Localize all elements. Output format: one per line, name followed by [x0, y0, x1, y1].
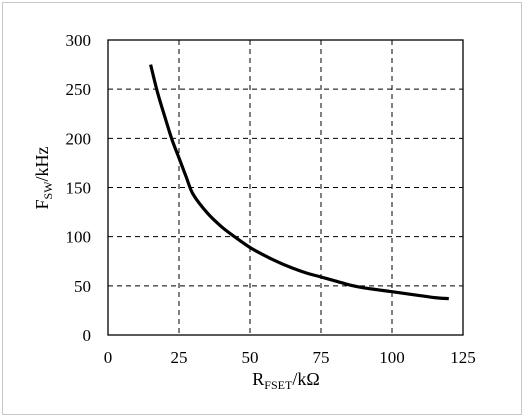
plot-area-border: [107, 39, 464, 336]
x-tick-label: 100: [379, 348, 405, 367]
y-tick-labels: 0 50 100 150 200 250 300: [66, 31, 92, 345]
y-tick-label: 200: [66, 129, 92, 148]
series-layer: [149, 64, 449, 301]
x-axis-label-main: R: [252, 369, 264, 389]
y-tick-label: 50: [74, 277, 91, 296]
y-tick-label: 150: [66, 179, 92, 198]
x-tick-label: 50: [242, 348, 259, 367]
x-tick-label: 0: [104, 348, 113, 367]
x-axis-label: RFSET/kΩ: [252, 369, 319, 392]
y-tick-label: 100: [66, 228, 92, 247]
x-axis-label-unit: /kΩ: [292, 369, 319, 389]
series-line: [149, 64, 449, 301]
y-tick-label: 300: [66, 31, 92, 50]
x-tick-label: 125: [450, 348, 476, 367]
y-axis-label: FSW/kHz: [32, 146, 55, 209]
y-axis-label-unit: /kHz: [32, 146, 52, 181]
y-axis-label-main: F: [32, 199, 52, 209]
x-tick-label: 75: [313, 348, 330, 367]
x-tick-label: 25: [171, 348, 188, 367]
y-axis-label-subscript: SW: [41, 181, 55, 200]
x-tick-labels: 0 25 50 75 100 125: [104, 348, 476, 367]
grid-lines: [108, 40, 463, 335]
y-tick-label: 0: [83, 326, 92, 345]
x-axis-label-subscript: FSET: [264, 378, 293, 392]
y-tick-label: 250: [66, 80, 92, 99]
